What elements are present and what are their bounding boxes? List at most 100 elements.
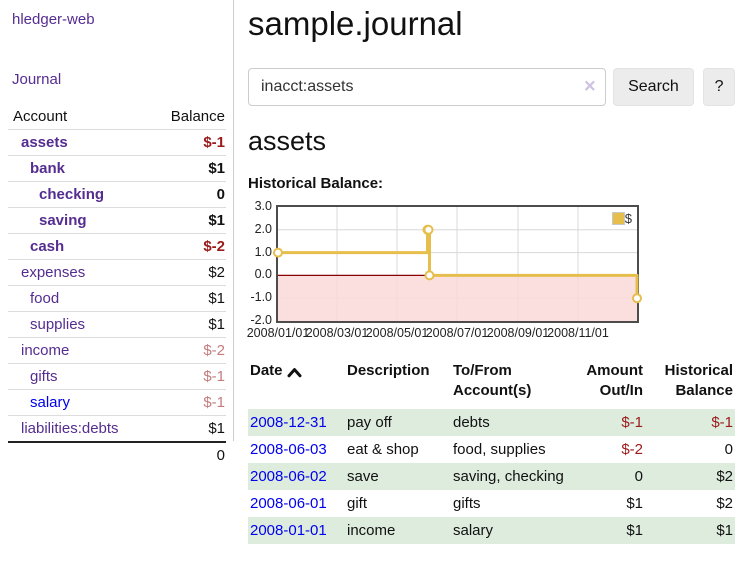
account-row: saving $1 (8, 207, 226, 234)
register-row: 2008-06-03 eat & shop food, supplies $-2 0 (248, 436, 735, 463)
account-link[interactable]: income (21, 342, 70, 359)
account-link[interactable]: expenses (21, 264, 86, 281)
account-balance: $1 (208, 160, 225, 177)
account-link[interactable]: gifts (30, 368, 58, 385)
account-balance: $-1 (203, 368, 225, 385)
account-balance: $1 (208, 212, 225, 229)
account-link[interactable]: saving (39, 212, 87, 229)
account-row: liabilities:debts $1 (8, 415, 226, 443)
accounts-table: Account Balance assets $-1 bank $1 checking 0… (8, 104, 226, 468)
register-amount: 0 (634, 468, 643, 485)
register-description: gift (347, 495, 368, 512)
chart-canvas (273, 207, 642, 321)
register-description: save (347, 468, 379, 485)
help-button[interactable]: ? (703, 68, 735, 106)
register-row: 2008-06-01 gift gifts $1 $2 (248, 490, 735, 517)
account-heading: assets (248, 126, 327, 156)
account-row: food $1 (8, 285, 226, 312)
account-row: income $-2 (8, 337, 226, 364)
register-header-date[interactable]: Date (250, 362, 283, 379)
register-table: Date Description To/From Account(s) Amou… (248, 359, 735, 544)
search-form: × Search ? (248, 68, 735, 106)
register-header-amount: Amount Out/In (586, 362, 643, 399)
register-description: eat & shop (347, 441, 419, 458)
register-balance: $-1 (711, 414, 733, 431)
x-axis-tick-label: 2008/11/01 (547, 326, 609, 340)
account-row: cash $-2 (8, 233, 226, 260)
y-axis-tick-label: 0.0 (254, 267, 272, 282)
y-axis-tick-label: 3.0 (254, 199, 272, 213)
register-description: income (347, 522, 396, 539)
sort-ascending-icon (287, 367, 302, 377)
y-axis-tick-label: 2.0 (254, 221, 272, 236)
account-balance: $-1 (203, 134, 225, 151)
accounts-body: assets $-1 bank $1 checking 0 saving $1 cash $-2 e… (8, 129, 226, 443)
account-balance: 0 (216, 186, 225, 203)
account-balance: $1 (208, 316, 225, 333)
register-description: pay off (347, 414, 392, 431)
register-amount: $1 (626, 495, 643, 512)
search-button[interactable]: Search (612, 68, 695, 106)
date-link[interactable]: 2008-06-03 (250, 441, 327, 458)
account-row: salary $-1 (8, 389, 226, 416)
register-row: 2008-12-31 pay off debts $-1 $-1 (248, 409, 735, 436)
account-link[interactable]: checking (39, 186, 105, 203)
legend-label: $ (624, 211, 632, 226)
account-link[interactable]: liabilities:debts (21, 420, 119, 437)
account-row: supplies $1 (8, 311, 226, 338)
y-axis-tick-label: 1.0 (254, 244, 272, 259)
clear-search-icon[interactable]: × (584, 75, 596, 98)
register-amount: $-2 (621, 441, 643, 458)
chart-plot-area: $ (273, 205, 642, 323)
account-row: assets $-1 (8, 129, 226, 156)
account-link[interactable]: salary (30, 394, 71, 411)
date-link[interactable]: 2008-06-02 (250, 468, 327, 485)
main-content: sample.journal × Search ? assets Histori… (247, 0, 735, 544)
account-balance: $-2 (203, 238, 225, 255)
accounts-header-row: Account Balance (8, 104, 226, 130)
register-header-row: Date Description To/From Account(s) Amou… (248, 359, 735, 409)
register-accounts: gifts (453, 495, 481, 512)
x-axis-tick-label: 2008/05/01 (365, 326, 429, 340)
register-header-accounts: To/From Account(s) (453, 362, 532, 399)
x-axis-tick-label: 2008/09/01 (486, 326, 550, 340)
register-amount: $1 (626, 522, 643, 539)
app-title-link[interactable]: hledger-web (12, 11, 95, 28)
account-balance: $1 (208, 420, 225, 437)
register-accounts: salary (453, 522, 494, 539)
date-link[interactable]: 2008-12-31 (250, 414, 327, 431)
sidebar-divider (233, 0, 234, 441)
register-header-balance: Historical Balance (664, 362, 733, 399)
register-balance: $1 (716, 522, 733, 539)
x-axis-tick-label: 2008/03/01 (305, 326, 369, 340)
historical-balance-chart: $ 3.0 2.0 1.0 0.0 -1.0 -2.0 2008/01/01 2008/03/… (247, 197, 668, 343)
date-link[interactable]: 2008-06-01 (250, 495, 327, 512)
account-link[interactable]: bank (30, 160, 66, 177)
search-input[interactable] (248, 68, 606, 106)
account-link[interactable]: food (30, 290, 60, 307)
account-link[interactable]: supplies (30, 316, 86, 333)
account-row: checking 0 (8, 181, 226, 208)
nav-journal-link[interactable]: Journal (12, 71, 62, 88)
account-link[interactable]: cash (30, 238, 65, 255)
date-link[interactable]: 2008-01-01 (250, 522, 327, 539)
account-link[interactable]: assets (21, 134, 68, 151)
register-body: 2008-12-31 pay off debts $-1 $-1 2008-06-03 ea… (248, 409, 735, 544)
register-accounts: food, supplies (453, 441, 546, 458)
accounts-header-balance: Balance (170, 108, 225, 125)
legend-swatch (611, 212, 625, 225)
sidebar: hledger-web Journal Account Balance asse… (0, 0, 233, 468)
account-row: gifts $-1 (8, 363, 226, 390)
register-row: 2008-06-02 save saving, checking 0 $2 (248, 463, 735, 490)
chart-legend: $ (611, 211, 632, 226)
y-axis-tick-label: -1.0 (250, 290, 272, 305)
register-accounts: debts (453, 414, 490, 431)
account-balance: $1 (208, 290, 225, 307)
account-row: expenses $2 (8, 259, 226, 286)
x-axis-tick-label: 2008/07/01 (425, 326, 489, 340)
account-row: bank $1 (8, 155, 226, 182)
register-row: 2008-01-01 income salary $1 $1 (248, 517, 735, 544)
register-balance: $2 (716, 468, 733, 485)
register-amount: $-1 (621, 414, 643, 431)
chart-title: Historical Balance: (248, 175, 384, 192)
